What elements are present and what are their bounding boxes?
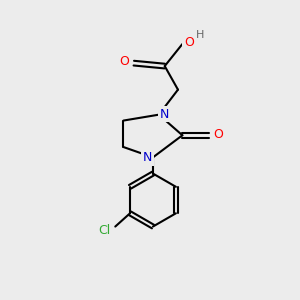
- Text: O: O: [213, 128, 223, 141]
- Text: H: H: [196, 30, 204, 40]
- Text: O: O: [119, 55, 129, 68]
- Text: N: N: [159, 108, 169, 121]
- Text: O: O: [184, 36, 194, 49]
- Text: Cl: Cl: [98, 224, 110, 237]
- Text: N: N: [143, 152, 152, 164]
